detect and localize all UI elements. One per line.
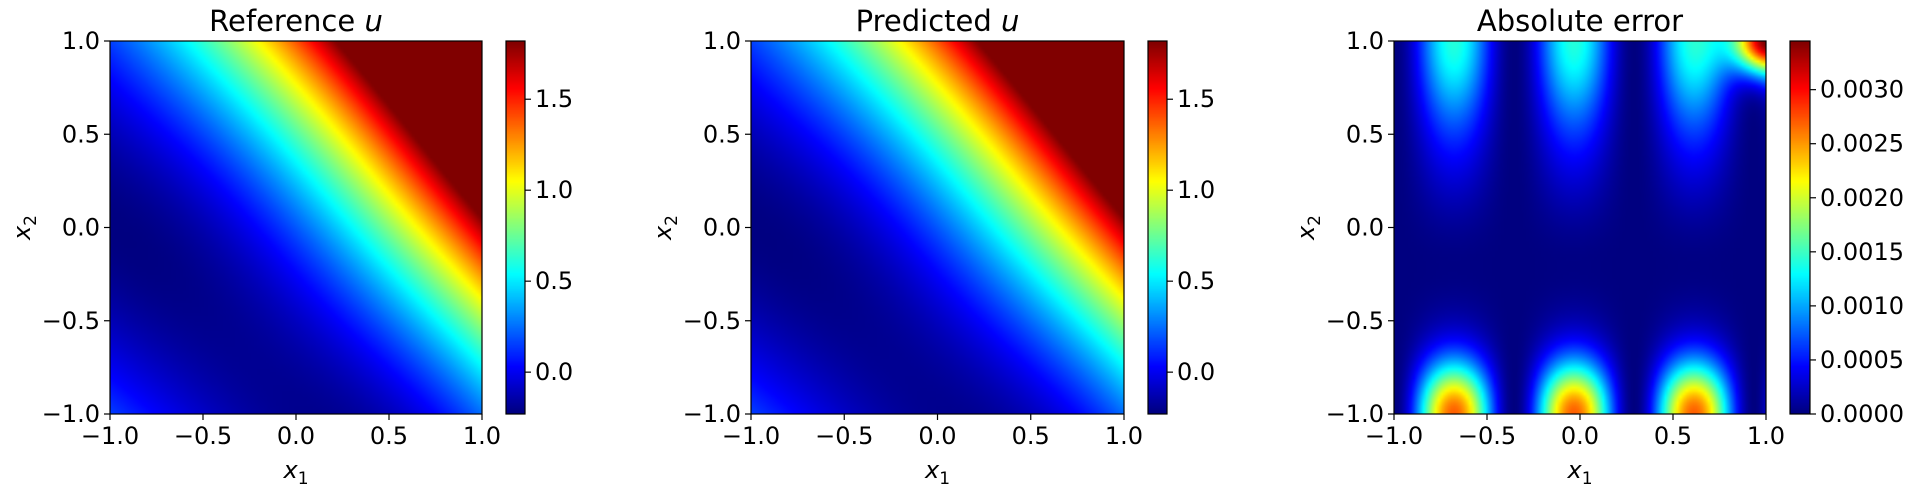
y-tick-label: 0.0 xyxy=(703,214,741,242)
x-axis-label: x1 xyxy=(1566,456,1592,486)
y-tick-label: 1.0 xyxy=(62,27,100,55)
colorbar-tick-label: 0.5 xyxy=(1177,267,1215,295)
colorbar-tick-label: 0.0005 xyxy=(1820,346,1904,374)
colorbar xyxy=(1148,41,1167,414)
y-tick-label: −0.5 xyxy=(683,307,741,335)
y-tick-label: 0.5 xyxy=(62,120,100,148)
y-axis-label: x2 xyxy=(1292,215,1325,241)
x-tick-label: 0.5 xyxy=(1654,422,1692,450)
heatmap-image xyxy=(110,41,482,414)
chart-title: Absolute error xyxy=(1477,4,1683,38)
y-axis-label: x2 xyxy=(649,215,682,241)
y-axis-label: x2 xyxy=(8,215,41,241)
x-tick-label: 1.0 xyxy=(463,422,501,450)
colorbar-frame xyxy=(1789,40,1811,415)
colorbar-tick-label: 0.0 xyxy=(1177,358,1215,386)
chart-title: Predicted u xyxy=(856,4,1020,38)
panel-1 xyxy=(109,40,483,415)
colorbar-tick-label: 1.0 xyxy=(1177,176,1215,204)
colorbar-tick-label: 0.0020 xyxy=(1820,184,1904,212)
x-tick-label: −0.5 xyxy=(815,422,873,450)
colorbar-tick-label: 0.5 xyxy=(535,267,573,295)
y-tick-label: 0.5 xyxy=(1346,120,1384,148)
x-tick-label: 1.0 xyxy=(1105,422,1143,450)
y-tick-label: 1.0 xyxy=(1346,27,1384,55)
y-tick-label: −0.5 xyxy=(42,307,100,335)
colorbar-tick-label: 0.0030 xyxy=(1820,76,1904,104)
colorbar xyxy=(1790,41,1810,414)
x-tick-label: −0.5 xyxy=(1458,422,1516,450)
y-tick-label: 0.0 xyxy=(62,214,100,242)
x-tick-label: −0.5 xyxy=(174,422,232,450)
x-tick-label: 0.0 xyxy=(918,422,956,450)
y-tick-label: −1.0 xyxy=(683,400,741,428)
colorbar-tick-label: 0.0 xyxy=(535,358,573,386)
colorbar-tick-label: 0.0000 xyxy=(1820,400,1904,428)
colorbar-tick-label: 1.5 xyxy=(1177,85,1215,113)
x-tick-label: 0.5 xyxy=(370,422,408,450)
y-tick-label: −1.0 xyxy=(1326,400,1384,428)
x-tick-label: 0.5 xyxy=(1012,422,1050,450)
x-tick-label: 0.0 xyxy=(1561,422,1599,450)
x-tick-label: −1.0 xyxy=(81,422,139,450)
colorbar-tick-label: 0.0015 xyxy=(1820,238,1904,266)
x-tick-label: −1.0 xyxy=(722,422,780,450)
x-axis-label: x1 xyxy=(282,456,308,486)
chart-title: Reference u xyxy=(209,4,383,38)
heatmap-image xyxy=(1394,41,1766,414)
x-axis-label: x1 xyxy=(924,456,950,486)
x-tick-label: −1.0 xyxy=(1365,422,1423,450)
y-tick-label: −1.0 xyxy=(42,400,100,428)
colorbar-tick-label: 1.5 xyxy=(535,85,573,113)
colorbar-tick-label: 0.0010 xyxy=(1820,292,1904,320)
y-tick-label: −0.5 xyxy=(1326,307,1384,335)
colorbar xyxy=(506,41,525,414)
colorbar-tick-label: 1.0 xyxy=(535,176,573,204)
heatmap-image xyxy=(751,41,1124,414)
panel-3 xyxy=(1393,40,1767,415)
y-tick-label: 0.5 xyxy=(703,120,741,148)
panel-2 xyxy=(750,40,1125,415)
colorbar-tick-label: 0.0025 xyxy=(1820,130,1904,158)
colorbar-frame xyxy=(505,40,526,415)
x-tick-label: 0.0 xyxy=(277,422,315,450)
y-tick-label: 0.0 xyxy=(1346,214,1384,242)
y-tick-label: 1.0 xyxy=(703,27,741,55)
colorbar-frame xyxy=(1147,40,1168,415)
x-tick-label: 1.0 xyxy=(1747,422,1785,450)
